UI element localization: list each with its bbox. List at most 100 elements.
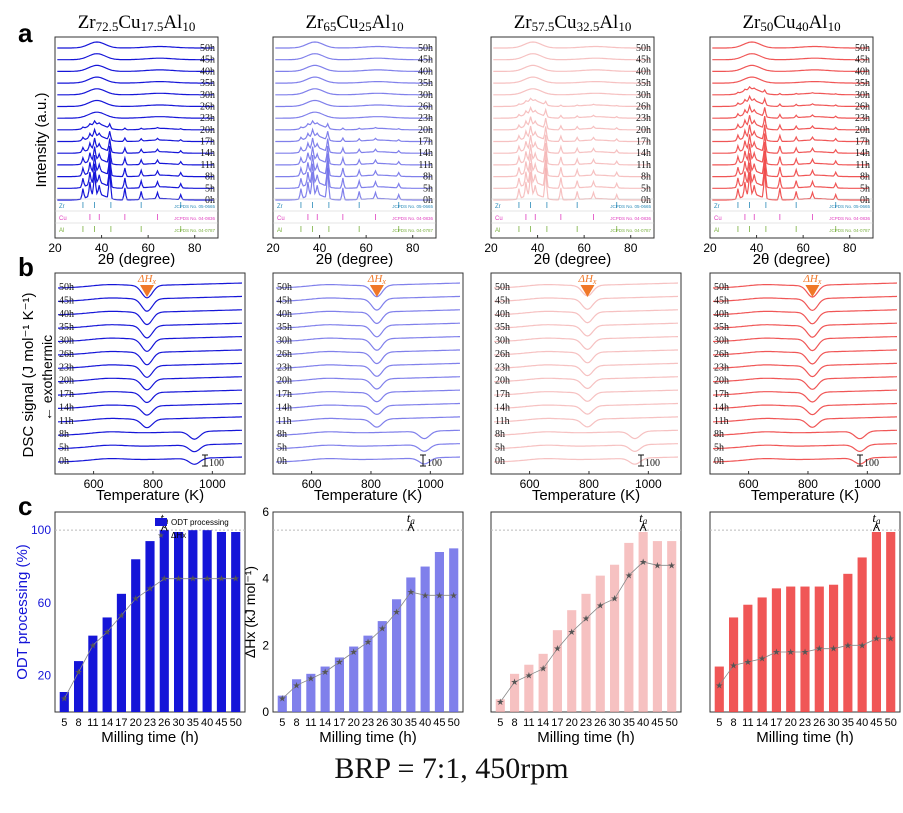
xrd-time-label-40h: 40h xyxy=(200,66,215,77)
xrd-trace-40h xyxy=(493,64,650,72)
xrd-trace-23h xyxy=(493,105,650,119)
xrd-xtick-label: 60 xyxy=(577,241,591,255)
dsc-peak-label: ΔHx xyxy=(367,273,386,286)
dsc-trace-45h xyxy=(493,295,679,310)
bar-xtick-label: 45 xyxy=(215,717,227,729)
dsc-peak-label: ΔHx xyxy=(137,273,156,286)
bar-odt-11h xyxy=(88,635,98,712)
bar-odt-5h xyxy=(59,692,69,712)
bar-xtick-label: 11 xyxy=(305,717,316,729)
dsc-time-label-11h: 11h xyxy=(59,416,74,427)
dsc-time-label-40h: 40h xyxy=(277,309,292,320)
xrd-ref-card-Zr: JCPDS No. 05-0665 xyxy=(392,204,433,209)
xrd-frame-1 xyxy=(54,36,219,239)
xrd-time-label-30h: 30h xyxy=(418,90,433,101)
dsc-panel-1: 0h 5h 8h 11h 14h 17h 20h 23h 26h 30h 35h 40h 45h 50h Δ… xyxy=(54,272,246,504)
dhx-line xyxy=(63,578,236,699)
xrd-ref-element-Zr: Zr xyxy=(59,204,65,210)
dsc-trace-8h xyxy=(494,429,678,440)
dsc-trace-8h xyxy=(58,429,242,440)
xrd-trace-50h xyxy=(493,41,650,49)
xrd-trace-14h xyxy=(712,133,869,154)
bar-xtick-label: 23 xyxy=(799,717,811,729)
dsc-panel-2: 0h 5h 8h 11h 14h 17h 20h 23h 26h 30h 35h 40h 45h 50h Δ… xyxy=(272,272,464,504)
dsc-trace-20h xyxy=(275,376,461,390)
dhx-point-8h: ★ xyxy=(293,680,301,690)
bar-odt-35h xyxy=(624,542,634,712)
xrd-time-label-5h: 5h xyxy=(641,183,651,194)
bar-xtick-label: 26 xyxy=(376,717,388,729)
dsc-scale-label: 100 xyxy=(645,458,660,469)
dsc-trace-26h xyxy=(276,349,460,365)
bar-odt-8h xyxy=(729,617,739,712)
legend-dhx-label: ΔHx xyxy=(171,531,186,540)
bar-xtick-label: 35 xyxy=(842,717,854,729)
dsc-xtick-label: 600 xyxy=(302,477,322,491)
dsc-time-label-40h: 40h xyxy=(59,309,74,320)
dsc-xtick-label: 1000 xyxy=(417,477,444,491)
dsc-peak-label: ΔHx xyxy=(578,273,597,286)
xrd-trace-45h xyxy=(493,53,650,61)
dhx-point-11h: ★ xyxy=(89,640,97,650)
xrd-time-label-26h: 26h xyxy=(200,101,215,112)
xrd-trace-35h xyxy=(275,76,432,84)
bar-xtick-label: 30 xyxy=(390,717,402,729)
dsc-time-label-14h: 14h xyxy=(277,402,292,413)
dsc-trace-50h xyxy=(493,282,679,297)
bar-xlabel: Milling time (h) xyxy=(101,729,199,746)
xrd-frame-3 xyxy=(490,36,655,239)
bar-odt-26h xyxy=(595,575,605,712)
dsc-xlabel: Temperature (K) xyxy=(96,487,204,504)
dsc-time-label-17h: 17h xyxy=(59,389,74,400)
bar-odt-45h xyxy=(434,552,444,712)
xrd-xtick-label: 80 xyxy=(406,241,420,255)
xrd-trace-30h xyxy=(493,88,650,96)
dhx-point-26h: ★ xyxy=(378,624,386,634)
dsc-xtick-label: 800 xyxy=(798,477,818,491)
bar-odt-8h xyxy=(74,661,84,712)
dhx-point-30h: ★ xyxy=(175,574,183,584)
xrd-trace-40h xyxy=(57,64,214,72)
dsc-ylabel: DSC signal (J mol⁻¹ K⁻¹) xyxy=(20,292,37,457)
xrd-xtick-label: 40 xyxy=(750,241,764,255)
xrd-time-label-45h: 45h xyxy=(636,55,651,66)
bar-odt-8h xyxy=(292,679,302,712)
dsc-trace-26h xyxy=(58,349,242,366)
bar-odt-40h xyxy=(638,532,648,712)
dsc-time-label-14h: 14h xyxy=(495,402,510,413)
xrd-trace-26h xyxy=(493,97,650,108)
dsc-time-label-26h: 26h xyxy=(277,349,292,360)
bar-xtick-label: 17 xyxy=(115,717,127,729)
xrd-time-label-50h: 50h xyxy=(855,43,870,54)
dsc-time-label-0h: 0h xyxy=(714,456,724,467)
dhx-point-11h: ★ xyxy=(307,674,315,684)
bar-xtick-label: 26 xyxy=(594,717,606,729)
ta-arrow xyxy=(639,522,647,532)
dsc-xtick-label: 600 xyxy=(520,477,540,491)
dhx-point-14h: ★ xyxy=(321,667,329,677)
xrd-ref-element-Cu: Cu xyxy=(59,216,67,222)
xrd-trace-20h xyxy=(57,119,214,131)
dhx-point-11h: ★ xyxy=(744,657,752,667)
dhx-point-50h: ★ xyxy=(232,574,240,584)
bar-panel-3: 5 8 11 14 17 20 23 26 30 35 40 45 50 ★ ★ ★ ★ ★ ★ ★ ★ ★ ★ ★ ★ ★ ta M… xyxy=(490,510,682,746)
legend-dhx-marker: ★ xyxy=(157,531,164,540)
dsc-time-label-26h: 26h xyxy=(714,349,729,360)
xrd-time-label-35h: 35h xyxy=(200,78,215,89)
xrd-time-label-23h: 23h xyxy=(855,113,870,124)
xrd-trace-40h xyxy=(275,64,432,72)
bar-odt-20h xyxy=(349,646,359,712)
xrd-ref-card-Zr: JCPDS No. 05-0665 xyxy=(829,204,870,209)
dsc-trace-40h xyxy=(494,309,678,324)
dsc-time-label-14h: 14h xyxy=(59,402,74,413)
xrd-trace-0h xyxy=(493,168,650,201)
bar-ylabel: ODT processing (%) xyxy=(14,544,31,680)
bar-xtick-label: 17 xyxy=(333,717,345,729)
bar-odt-45h xyxy=(871,532,881,712)
bar-xtick-label: 30 xyxy=(608,717,620,729)
xrd-title-1: Zr72.5Cu17.5Al10 xyxy=(78,12,196,34)
dsc-time-label-5h: 5h xyxy=(495,443,505,454)
xrd-ref-card-Cu: JCPDS No. 04-0836 xyxy=(392,216,433,221)
dsc-scale-bar xyxy=(420,454,426,467)
